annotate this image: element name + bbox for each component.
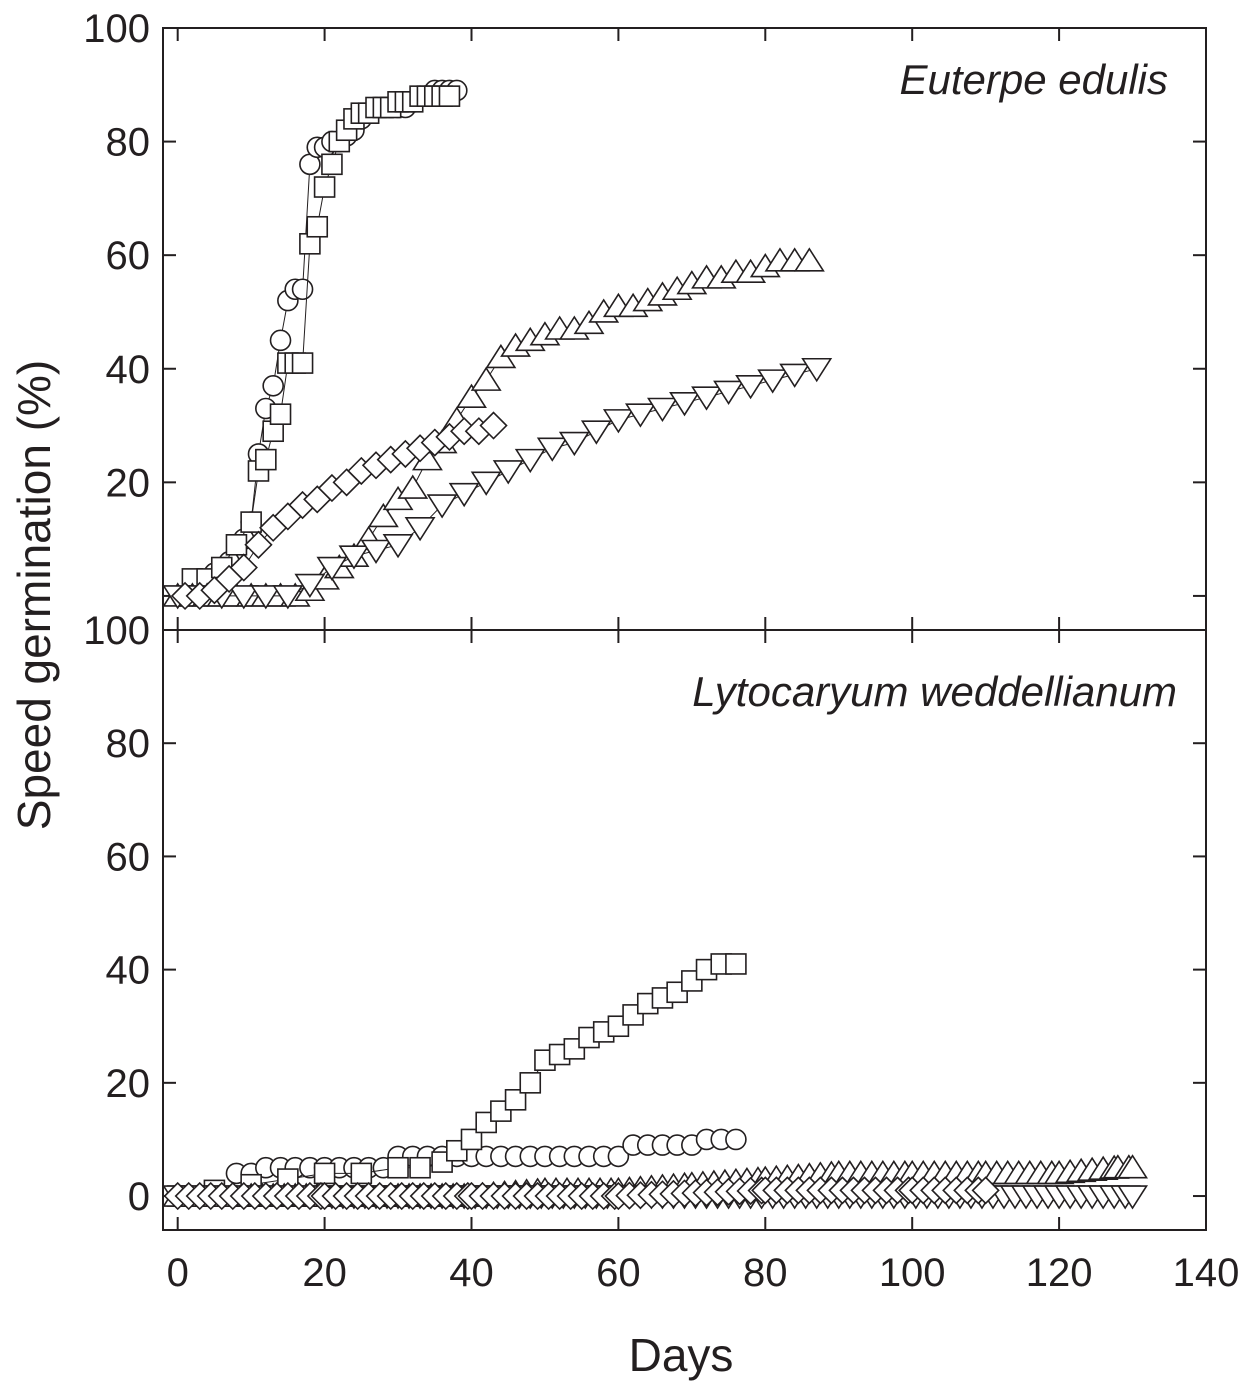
data-point-triangle-down bbox=[1117, 1185, 1149, 1210]
data-point-square bbox=[519, 1072, 542, 1094]
bottom-panel-frame bbox=[162, 629, 1207, 1231]
data-point-triangle-down bbox=[338, 545, 370, 570]
data-point-circle bbox=[725, 1128, 747, 1151]
y-tick-label: 20 bbox=[106, 461, 151, 505]
data-point-triangle-down bbox=[691, 386, 722, 411]
lytocaryum-weddellianum-series bbox=[162, 953, 1149, 1211]
data-point-triangle-down bbox=[228, 585, 260, 610]
y-tick-label: 100 bbox=[83, 609, 150, 653]
data-point-triangle-down bbox=[360, 539, 392, 564]
data-point-triangle-down bbox=[382, 534, 414, 559]
data-point-circle bbox=[269, 329, 292, 352]
euterpe-edulis-series bbox=[162, 79, 833, 611]
data-point-triangle-down bbox=[426, 494, 458, 519]
data-point-square bbox=[460, 1128, 483, 1151]
data-point-triangle-down bbox=[250, 585, 282, 610]
data-point-diamond bbox=[229, 553, 258, 582]
data-point-square bbox=[291, 352, 314, 374]
x-tick-label: 80 bbox=[743, 1251, 788, 1295]
data-point-square bbox=[438, 85, 461, 107]
data-point-triangle-down bbox=[602, 409, 634, 434]
data-point-triangle-down bbox=[779, 363, 811, 388]
y-tick-label: 40 bbox=[106, 949, 151, 993]
data-point-square bbox=[269, 403, 292, 425]
data-point-triangle-down bbox=[713, 380, 745, 405]
data-point-triangle-up bbox=[1117, 1154, 1149, 1179]
y-tick-label: 0 bbox=[128, 1175, 150, 1219]
data-point-square bbox=[321, 153, 343, 176]
data-point-triangle-down bbox=[757, 369, 789, 394]
data-point-triangle-down bbox=[558, 431, 590, 457]
data-point-triangle-down bbox=[272, 585, 304, 610]
x-tick-label: 0 bbox=[167, 1251, 189, 1295]
data-point-triangle-down bbox=[801, 357, 833, 383]
bottom-panel-title: Lytocaryum weddellianum bbox=[692, 668, 1177, 715]
data-point-triangle-down bbox=[647, 397, 678, 422]
data-point-triangle-up bbox=[470, 366, 502, 391]
data-point-triangle-down bbox=[470, 471, 502, 496]
data-point-square bbox=[225, 534, 248, 556]
data-point-triangle-up bbox=[397, 474, 429, 499]
y-tick-label: 60 bbox=[106, 835, 151, 879]
data-point-triangle-down bbox=[492, 460, 524, 485]
data-point-square bbox=[504, 1089, 527, 1111]
data-point-triangle-down bbox=[404, 516, 436, 542]
data-point-circle bbox=[262, 374, 284, 397]
top-panel-title: Euterpe edulis bbox=[899, 56, 1168, 103]
data-point-triangle-up bbox=[367, 502, 399, 528]
data-point-triangle-down bbox=[448, 482, 480, 508]
data-point-triangle-down bbox=[514, 448, 546, 474]
y-axis-label: Speed germination (%) bbox=[8, 360, 60, 830]
x-tick-label: 100 bbox=[879, 1251, 946, 1295]
data-point-triangle-down bbox=[624, 403, 656, 428]
data-point-square bbox=[306, 215, 329, 238]
x-tick-label: 40 bbox=[449, 1251, 494, 1295]
data-point-square bbox=[387, 1156, 409, 1179]
x-tick-label: 20 bbox=[302, 1251, 347, 1295]
top-panel-frame bbox=[162, 27, 1207, 631]
data-point-triangle-down bbox=[669, 392, 700, 417]
axis-ticks bbox=[163, 27, 1207, 1230]
y-tick-label: 40 bbox=[106, 348, 151, 392]
data-point-triangle-down bbox=[580, 420, 612, 445]
data-point-diamond bbox=[244, 530, 273, 559]
data-point-triangle-up bbox=[793, 247, 825, 272]
data-point-square bbox=[240, 511, 262, 533]
y-tick-label: 20 bbox=[106, 1062, 151, 1106]
data-point-square bbox=[350, 1162, 373, 1185]
data-point-triangle-down bbox=[536, 437, 568, 462]
data-point-triangle-up bbox=[456, 383, 487, 408]
x-tick-label: 140 bbox=[1173, 1251, 1240, 1295]
tick-labels: 20 40 60 80 100 0 20 40 60 80 100 0 20 40 60 80 100 120 14… bbox=[83, 7, 1239, 1295]
data-point-square bbox=[725, 953, 747, 975]
data-point-square bbox=[255, 448, 277, 471]
y-tick-label: 80 bbox=[106, 722, 151, 766]
y-tick-label: 60 bbox=[106, 234, 151, 278]
y-tick-label: 80 bbox=[106, 121, 151, 165]
y-tick-label: 100 bbox=[83, 7, 150, 51]
x-tick-label: 60 bbox=[596, 1251, 641, 1295]
data-point-circle bbox=[291, 278, 314, 301]
data-point-square bbox=[313, 176, 336, 198]
data-point-circle bbox=[607, 1145, 630, 1168]
data-point-diamond bbox=[971, 1176, 1000, 1205]
data-point-triangle-down bbox=[294, 573, 326, 599]
data-point-triangle-down bbox=[316, 556, 348, 582]
data-point-square bbox=[409, 1156, 431, 1179]
data-point-diamond bbox=[479, 411, 508, 440]
plot-frames bbox=[162, 27, 1207, 1231]
x-axis-label: Days bbox=[629, 1329, 734, 1381]
data-point-square bbox=[313, 1162, 336, 1185]
x-tick-label: 120 bbox=[1026, 1251, 1093, 1295]
data-point-triangle-down bbox=[735, 374, 767, 400]
